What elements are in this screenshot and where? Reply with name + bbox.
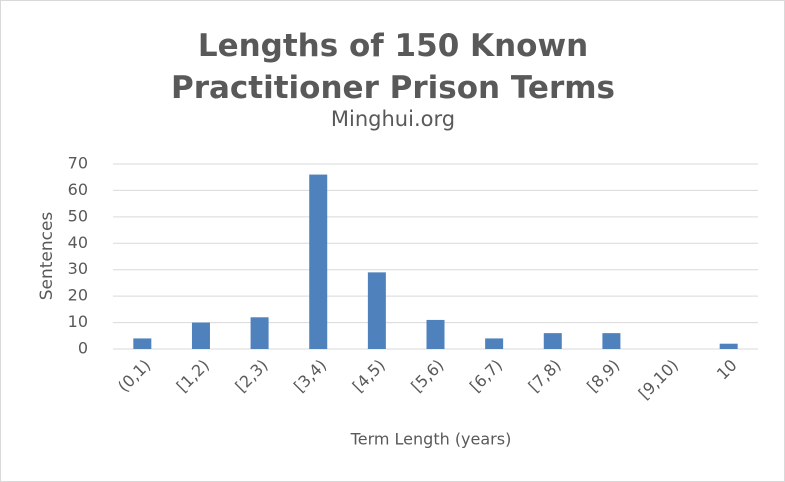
bar	[543, 333, 562, 349]
x-tick-label: [7,8)	[525, 356, 565, 396]
y-tick-label: 70	[68, 154, 88, 173]
x-tick-label: [6,7)	[466, 356, 506, 396]
bar	[426, 319, 445, 349]
y-tick-label: 60	[68, 180, 88, 199]
y-tick-label: 0	[78, 339, 88, 358]
x-tick-label: [3,4)	[290, 356, 330, 396]
bar	[367, 272, 386, 349]
bar	[133, 338, 152, 349]
y-tick-label: 40	[68, 233, 88, 252]
y-tick-label: 30	[68, 259, 88, 278]
chart-subtitle: Minghui.org	[331, 107, 455, 131]
y-tick-label: 20	[68, 286, 88, 305]
bar	[191, 322, 210, 349]
x-tick-label: (0,1)	[114, 356, 154, 396]
bar	[485, 338, 504, 349]
x-tick-label: [8,9)	[583, 356, 623, 396]
bar	[250, 317, 269, 349]
x-axis-label: Term Length (years)	[350, 430, 512, 449]
y-axis-label: Sentences	[37, 212, 57, 301]
x-tick-label: [2,3)	[231, 356, 271, 396]
bar	[602, 333, 621, 349]
x-tick-label: [1,2)	[173, 356, 213, 396]
bar	[719, 343, 738, 349]
x-tick-label: 10	[713, 356, 741, 384]
y-tick-label: 50	[68, 206, 88, 225]
x-tick-label: [5,6)	[407, 356, 447, 396]
x-tick-label: [9,10)	[635, 356, 682, 403]
chart-title: Lengths of 150 Known Practitioner Prison…	[170, 28, 615, 106]
y-tick-label: 10	[68, 312, 88, 331]
bar	[309, 174, 328, 349]
x-tick-label: [4,5)	[349, 356, 389, 396]
